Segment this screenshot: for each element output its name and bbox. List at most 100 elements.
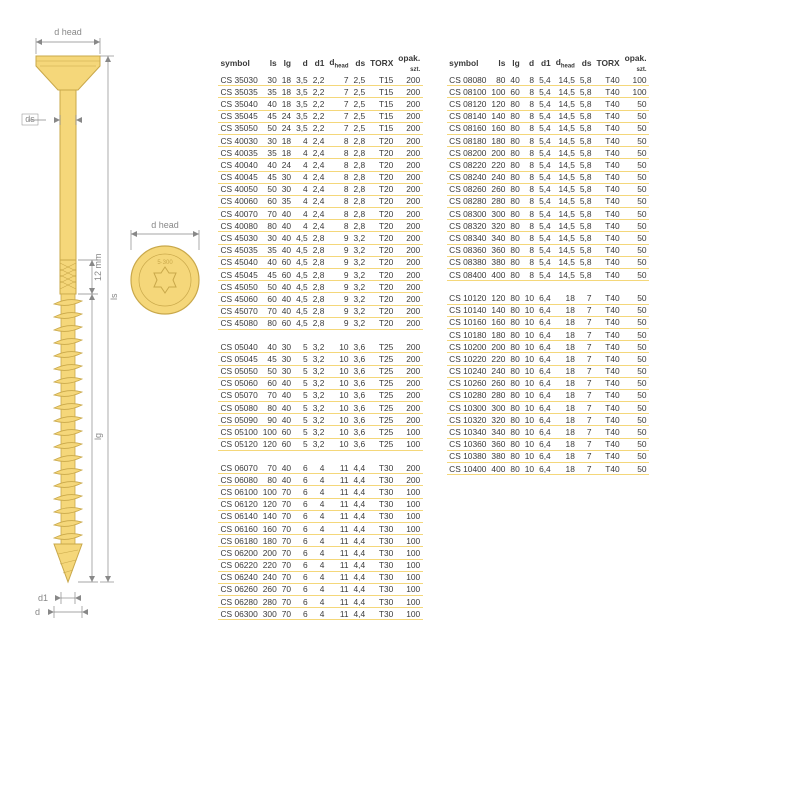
table-row: CS 083403408085,414,55,8T4050 [447,232,649,244]
col-header-symbol: symbol [218,52,260,74]
table-row: CS 06070704064114,4T30200 [218,462,423,474]
dim-d1-label: d1 [38,593,48,603]
col-header-ds: ds [351,52,368,74]
table-row: CS 083603608085,414,55,8T4050 [447,244,649,256]
table-row: CS 1026026080106,4187T4050 [447,377,649,389]
table-row: CS 082802808085,414,55,8T4050 [447,195,649,207]
col-header-d: d [522,52,536,74]
table-row: CS 1040040080106,4187T4050 [447,463,649,475]
dim-d-label: d [35,607,40,617]
table-row: CS 061401407064114,4T30100 [218,510,423,522]
table-row: CS 1012012080106,4187T4050 [447,292,649,304]
col-header-ls: ls [489,52,508,74]
col-header-d_head: dhead [327,52,351,74]
table-row: CS 083803808085,414,55,8T4050 [447,256,649,268]
head-top-text: 5·300 [157,260,173,266]
table-row: CS 081001006085,414,55,8T40100 [447,86,649,98]
col-header-d: d [294,52,311,74]
dim-lg-label: lg [93,433,103,440]
table-row: CS 3504040183,52,272,5T15200 [218,98,423,110]
col-header-lg: lg [508,52,522,74]
table-row: CS 4507070404,52,893,2T20200 [218,305,423,317]
col-header-lg: lg [279,52,293,74]
spec-tables: symbollslgdd1dheaddsTORXopak.szt.CS 3503… [218,52,778,620]
col-header-d1: d1 [537,52,554,74]
table-row: CS 083203208085,414,55,8T4050 [447,220,649,232]
table-row: CS 4503535404,52,893,2T20200 [218,244,423,256]
col-header-opak_szt: opak.szt. [622,52,649,74]
spec-table-0: symbollslgdd1dheaddsTORXopak.szt.CS 3503… [218,52,423,620]
table-row: CS 3505050243,52,272,5T15200 [218,122,423,134]
table-row: CS 40030301842,482,8T20200 [218,134,423,146]
table-row: CS 05050503053,2103,6T25200 [218,365,423,377]
table-row: CS 062202207064114,4T30100 [218,559,423,571]
table-row: CS 061601607064114,4T30100 [218,522,423,534]
table-row: CS 05090904053,2103,6T25200 [218,414,423,426]
table-row: CS 1034034080106,4187T4050 [447,426,649,438]
table-row: CS 05060604053,2103,6T25200 [218,377,423,389]
table-row: CS 083003008085,414,55,8T4050 [447,208,649,220]
table-row: CS 05045453053,2103,6T25200 [218,353,423,365]
table-row: CS 05040403053,2103,6T25200 [218,341,423,353]
table-row: CS 40040402442,482,8T20200 [218,159,423,171]
table-row: CS 08080804085,414,55,8T40100 [447,74,649,86]
table-row: CS 061001007064114,4T30100 [218,486,423,498]
table-row: CS 1024024080106,4187T4050 [447,365,649,377]
table-row: CS 05070704053,2103,6T25200 [218,389,423,401]
col-header-TORX: TORX [368,52,396,74]
table-row: CS 1036036080106,4187T4050 [447,438,649,450]
dim-ls-label: ls [109,293,119,300]
table-row: CS 081601608085,414,55,8T4050 [447,122,649,134]
table-row: CS 3503030183,52,272,5T15200 [218,74,423,86]
spec-table-1: symbollslgdd1dheaddsTORXopak.szt.CS 0808… [447,52,649,475]
table-row: CS 1022022080106,4187T4050 [447,353,649,365]
col-header-ls: ls [260,52,279,74]
table-row: CS 40050503042,482,8T20200 [218,183,423,195]
screw-diagram: d head ds [10,20,212,620]
knurled-section [60,260,76,294]
table-row: CS 062002007064114,4T30100 [218,547,423,559]
table-row: CS 051201206053,2103,6T25100 [218,438,423,450]
table-row: CS 1020020080106,4187T4050 [447,341,649,353]
table-row: CS 3503535183,52,272,5T15200 [218,86,423,98]
table-row: CS 1032032080106,4187T4050 [447,414,649,426]
table-row: CS 1014014080106,4187T4050 [447,304,649,316]
table-column-right: symbollslgdd1dheaddsTORXopak.szt.CS 0808… [447,52,649,620]
table-row: CS 1030030080106,4187T4050 [447,402,649,414]
table-row: CS 1038038080106,4187T4050 [447,450,649,462]
table-row: CS 081801808085,414,55,8T4050 [447,134,649,146]
table-row: CS 061801807064114,4T30100 [218,535,423,547]
col-header-d_head: dhead [553,52,577,74]
table-row: CS 1028028080106,4187T4050 [447,389,649,401]
table-row: CS 062602607064114,4T30100 [218,583,423,595]
table-row: CS 062402407064114,4T30100 [218,571,423,583]
table-row: CS 082002008085,414,55,8T4050 [447,147,649,159]
table-column-left: symbollslgdd1dheaddsTORXopak.szt.CS 3503… [218,52,423,620]
table-row: CS 082402408085,414,55,8T4050 [447,171,649,183]
screw-head-top-view: d head 5·300 [131,220,199,314]
table-row: CS 06080804064114,4T30200 [218,474,423,486]
table-row: CS 061201207064114,4T30100 [218,498,423,510]
table-row: CS 3504545243,52,272,5T15200 [218,110,423,122]
col-header-opak_szt: opak.szt. [396,52,423,74]
table-row: CS 062802807064114,4T30100 [218,596,423,608]
col-header-TORX: TORX [594,52,622,74]
col-header-symbol: symbol [447,52,489,74]
table-row: CS 4504040604,52,893,2T20200 [218,256,423,268]
table-row: CS 051001006053,2103,6T25100 [218,426,423,438]
table-row: CS 40080804042,482,8T20200 [218,220,423,232]
table-row: CS 081401408085,414,55,8T4050 [447,110,649,122]
table-row: CS 4503030404,52,893,2T20200 [218,232,423,244]
table-row: CS 40060603542,482,8T20200 [218,195,423,207]
col-header-d1: d1 [310,52,327,74]
table-row: CS 40035351842,482,8T20200 [218,147,423,159]
table-row: CS 4506060404,52,893,2T20200 [218,293,423,305]
table-row: CS 084004008085,414,55,8T4050 [447,269,649,281]
table-row: CS 081201208085,414,55,8T4050 [447,98,649,110]
dim-12mm-label: 12 mm [93,253,103,281]
table-row: CS 4505050404,52,893,2T20200 [218,281,423,293]
dim-d-head-label: d head [54,27,82,37]
table-row: CS 40070704042,482,8T20200 [218,208,423,220]
table-row: CS 1018018080106,4187T4050 [447,328,649,340]
table-row: CS 082602608085,414,55,8T4050 [447,183,649,195]
